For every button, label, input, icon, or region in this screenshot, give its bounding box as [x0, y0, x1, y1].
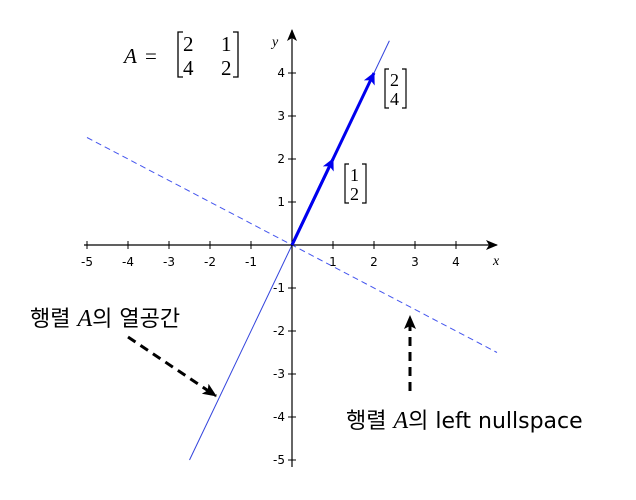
y-tick-label: 1: [277, 195, 285, 209]
left-nullspace-prefix: 행렬: [346, 409, 393, 434]
vector-label-2-4-top: 2: [390, 70, 399, 90]
vector-label-2-4: 2 4: [385, 69, 406, 109]
y-tick-label: -5: [273, 453, 285, 467]
column-space-prefix: 행렬: [30, 307, 77, 332]
x-tick-label: 2: [370, 255, 378, 269]
vector-label-1-2-right-bracket: [362, 164, 366, 203]
vector-label-2-4-left-bracket: [385, 69, 389, 108]
vector-label-2-4-right-bracket: [402, 69, 406, 108]
x-tick-label: -2: [204, 255, 216, 269]
vector-label-1-2-left-bracket: [345, 164, 349, 203]
x-tick-label: 4: [452, 255, 460, 269]
column-space-suffix: 의 열공간: [92, 307, 180, 332]
matrix-a21: 4: [183, 56, 194, 80]
y-tick-label: 3: [277, 109, 285, 123]
matrix-name: A: [122, 44, 137, 68]
left-nullspace-annotation: 행렬 A의 left nullspace: [346, 408, 583, 434]
x-tick-label: 1: [329, 255, 337, 269]
y-tick-label: -4: [273, 410, 285, 424]
vector-label-1-2-bottom: 2: [350, 184, 359, 204]
x-tick-label: -3: [163, 255, 175, 269]
column-space-annotation: 행렬 A의 열공간: [30, 306, 180, 332]
column-space-var: A: [75, 306, 92, 332]
x-tick-label: -1: [245, 255, 257, 269]
matrix-equals: =: [145, 44, 157, 68]
vector-label-1-2-top: 1: [350, 165, 359, 185]
matrix-a11: 2: [183, 32, 194, 56]
y-tick-label: 2: [277, 152, 285, 166]
vector-label-1-2: 1 2: [345, 164, 366, 204]
vector-label-2-4-bottom: 4: [390, 89, 399, 109]
column-space-arrow: [128, 337, 216, 396]
y-axis-label: y: [270, 35, 279, 50]
vector-1-2: [292, 159, 333, 245]
y-tick-label: 4: [277, 66, 285, 80]
matrix-definition: A = 2 1 4 2: [122, 32, 238, 80]
matrix-a12: 1: [221, 32, 232, 56]
matrix-a22: 2: [221, 56, 232, 80]
y-tick-label: -3: [273, 367, 285, 381]
matrix-right-bracket: [233, 32, 238, 77]
left-nullspace-suffix: 의 left nullspace: [408, 409, 583, 434]
x-tick-label: -4: [122, 255, 134, 269]
left-nullspace-var: A: [391, 408, 408, 434]
x-axis-label: x: [492, 254, 500, 269]
y-tick-label: -1: [273, 281, 285, 295]
y-tick-label: -2: [273, 324, 285, 338]
x-tick-label: 3: [411, 255, 419, 269]
x-tick-label: -5: [81, 255, 93, 269]
